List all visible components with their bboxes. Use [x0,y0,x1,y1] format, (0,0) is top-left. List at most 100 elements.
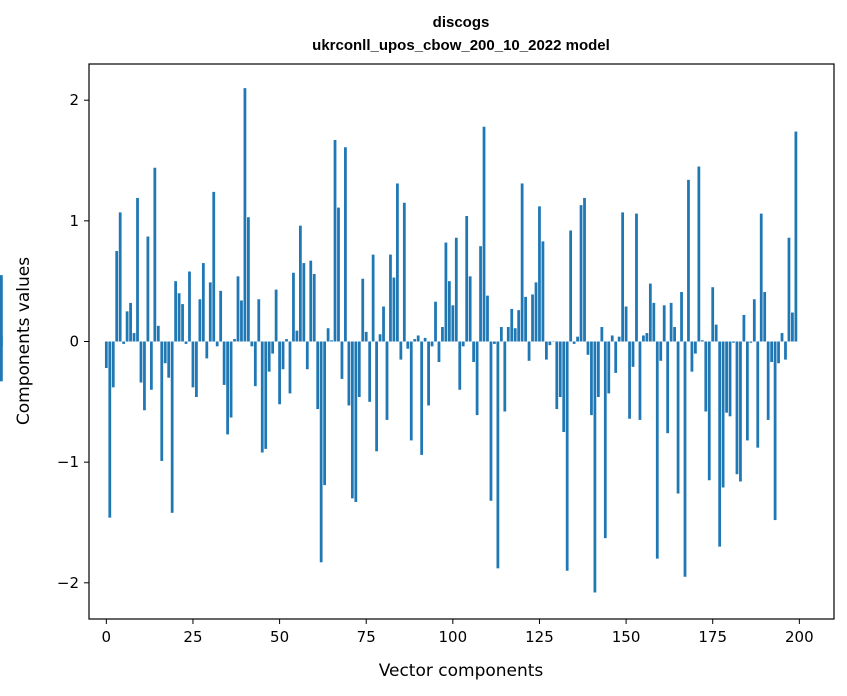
bar-16 [160,341,164,461]
bar-27 [198,299,202,342]
bar-83 [392,277,396,342]
bar-20 [174,281,178,342]
bar-9 [136,197,139,342]
bar-181 [732,341,735,343]
bar-1 [108,341,112,518]
bar-145 [607,341,611,394]
bar-160 [659,341,663,361]
bar-11 [143,341,146,411]
bar-156 [645,333,649,342]
y-tick-label: 1 [69,212,79,230]
bar-23 [184,341,188,344]
bar-18 [167,341,171,378]
bar-161 [662,305,666,342]
bar-49 [274,289,278,342]
bar-193 [773,341,777,521]
bar-78 [375,341,378,452]
bar-197 [787,237,791,342]
bar-88 [409,341,413,441]
bar-117 [510,308,514,342]
bar-97 [441,327,444,342]
bar-114 [499,327,503,342]
bar-123 [531,294,534,342]
bar-21 [177,293,181,342]
bar-124 [534,282,538,342]
bar-157 [648,283,652,342]
bar-149 [621,212,625,342]
bar-101 [454,237,458,342]
bar-152 [631,341,635,367]
bar-143 [600,327,604,342]
bar-159 [655,341,659,559]
bar-15 [156,325,160,342]
bar-50 [278,341,281,405]
bar-105 [468,276,472,342]
bar-26 [195,341,198,397]
bar-5 [122,341,126,344]
bar-172 [700,340,704,342]
bar-66 [333,140,337,342]
bar-17 [163,341,167,364]
bar-30 [208,282,212,342]
bar-58 [305,341,309,370]
bar-13 [149,341,153,390]
bar-148 [617,336,621,342]
x-axis-ticks: 0 25 50 75 100 125 150 175 200 [102,619,814,646]
bar-192 [770,341,774,363]
bar-32 [215,341,219,347]
bar-29 [205,341,209,359]
bar-62 [319,341,323,563]
bar-99 [447,281,451,342]
bar-91 [420,341,424,455]
bar-176 [714,324,718,342]
bar-93 [427,341,430,406]
bar-154 [638,341,642,420]
bar-126 [541,241,545,342]
bar-38 [236,276,240,342]
bar-48 [271,341,275,354]
bar-70 [347,341,351,406]
bar-84 [396,183,399,342]
bar-40 [243,88,247,342]
bar-37 [233,339,236,342]
bar-undefined [0,275,3,342]
bar-191 [766,341,770,420]
bar-36 [229,341,233,418]
bar-79 [378,334,382,342]
bar-146 [610,335,614,342]
bar-24 [188,271,191,342]
bar-85 [399,341,403,360]
bar-127 [545,341,548,360]
bar-187 [752,299,756,342]
y-tick-label: 0 [69,333,79,351]
bar-7 [129,302,132,342]
bar-131 [558,341,562,397]
bar-42 [250,341,254,347]
bar-132 [562,341,566,432]
bar-179 [725,341,728,413]
bar-142 [596,341,600,397]
bar-81 [385,341,389,420]
bar-112 [493,341,496,344]
bar-136 [576,336,579,342]
bar-199 [794,131,798,342]
x-tick-label: 175 [698,628,727,646]
bar-94 [430,341,434,347]
bar-130 [555,341,559,410]
bar-51 [281,341,285,370]
bar-60 [312,273,316,342]
bar-69 [344,147,347,342]
bar-118 [513,328,517,342]
y-axis-label: Components values [14,257,34,425]
bar-102 [458,341,462,390]
bar-92 [423,337,427,342]
y-axis-ticks: −2 −1 0 1 2 [57,91,89,592]
bar-77 [371,254,375,342]
bar-41 [247,217,250,342]
bar-195 [780,333,784,342]
bar-134 [569,230,573,342]
bar-110 [486,295,489,342]
bar-67 [337,207,340,342]
bar-169 [690,341,694,372]
bar-65 [330,340,333,342]
